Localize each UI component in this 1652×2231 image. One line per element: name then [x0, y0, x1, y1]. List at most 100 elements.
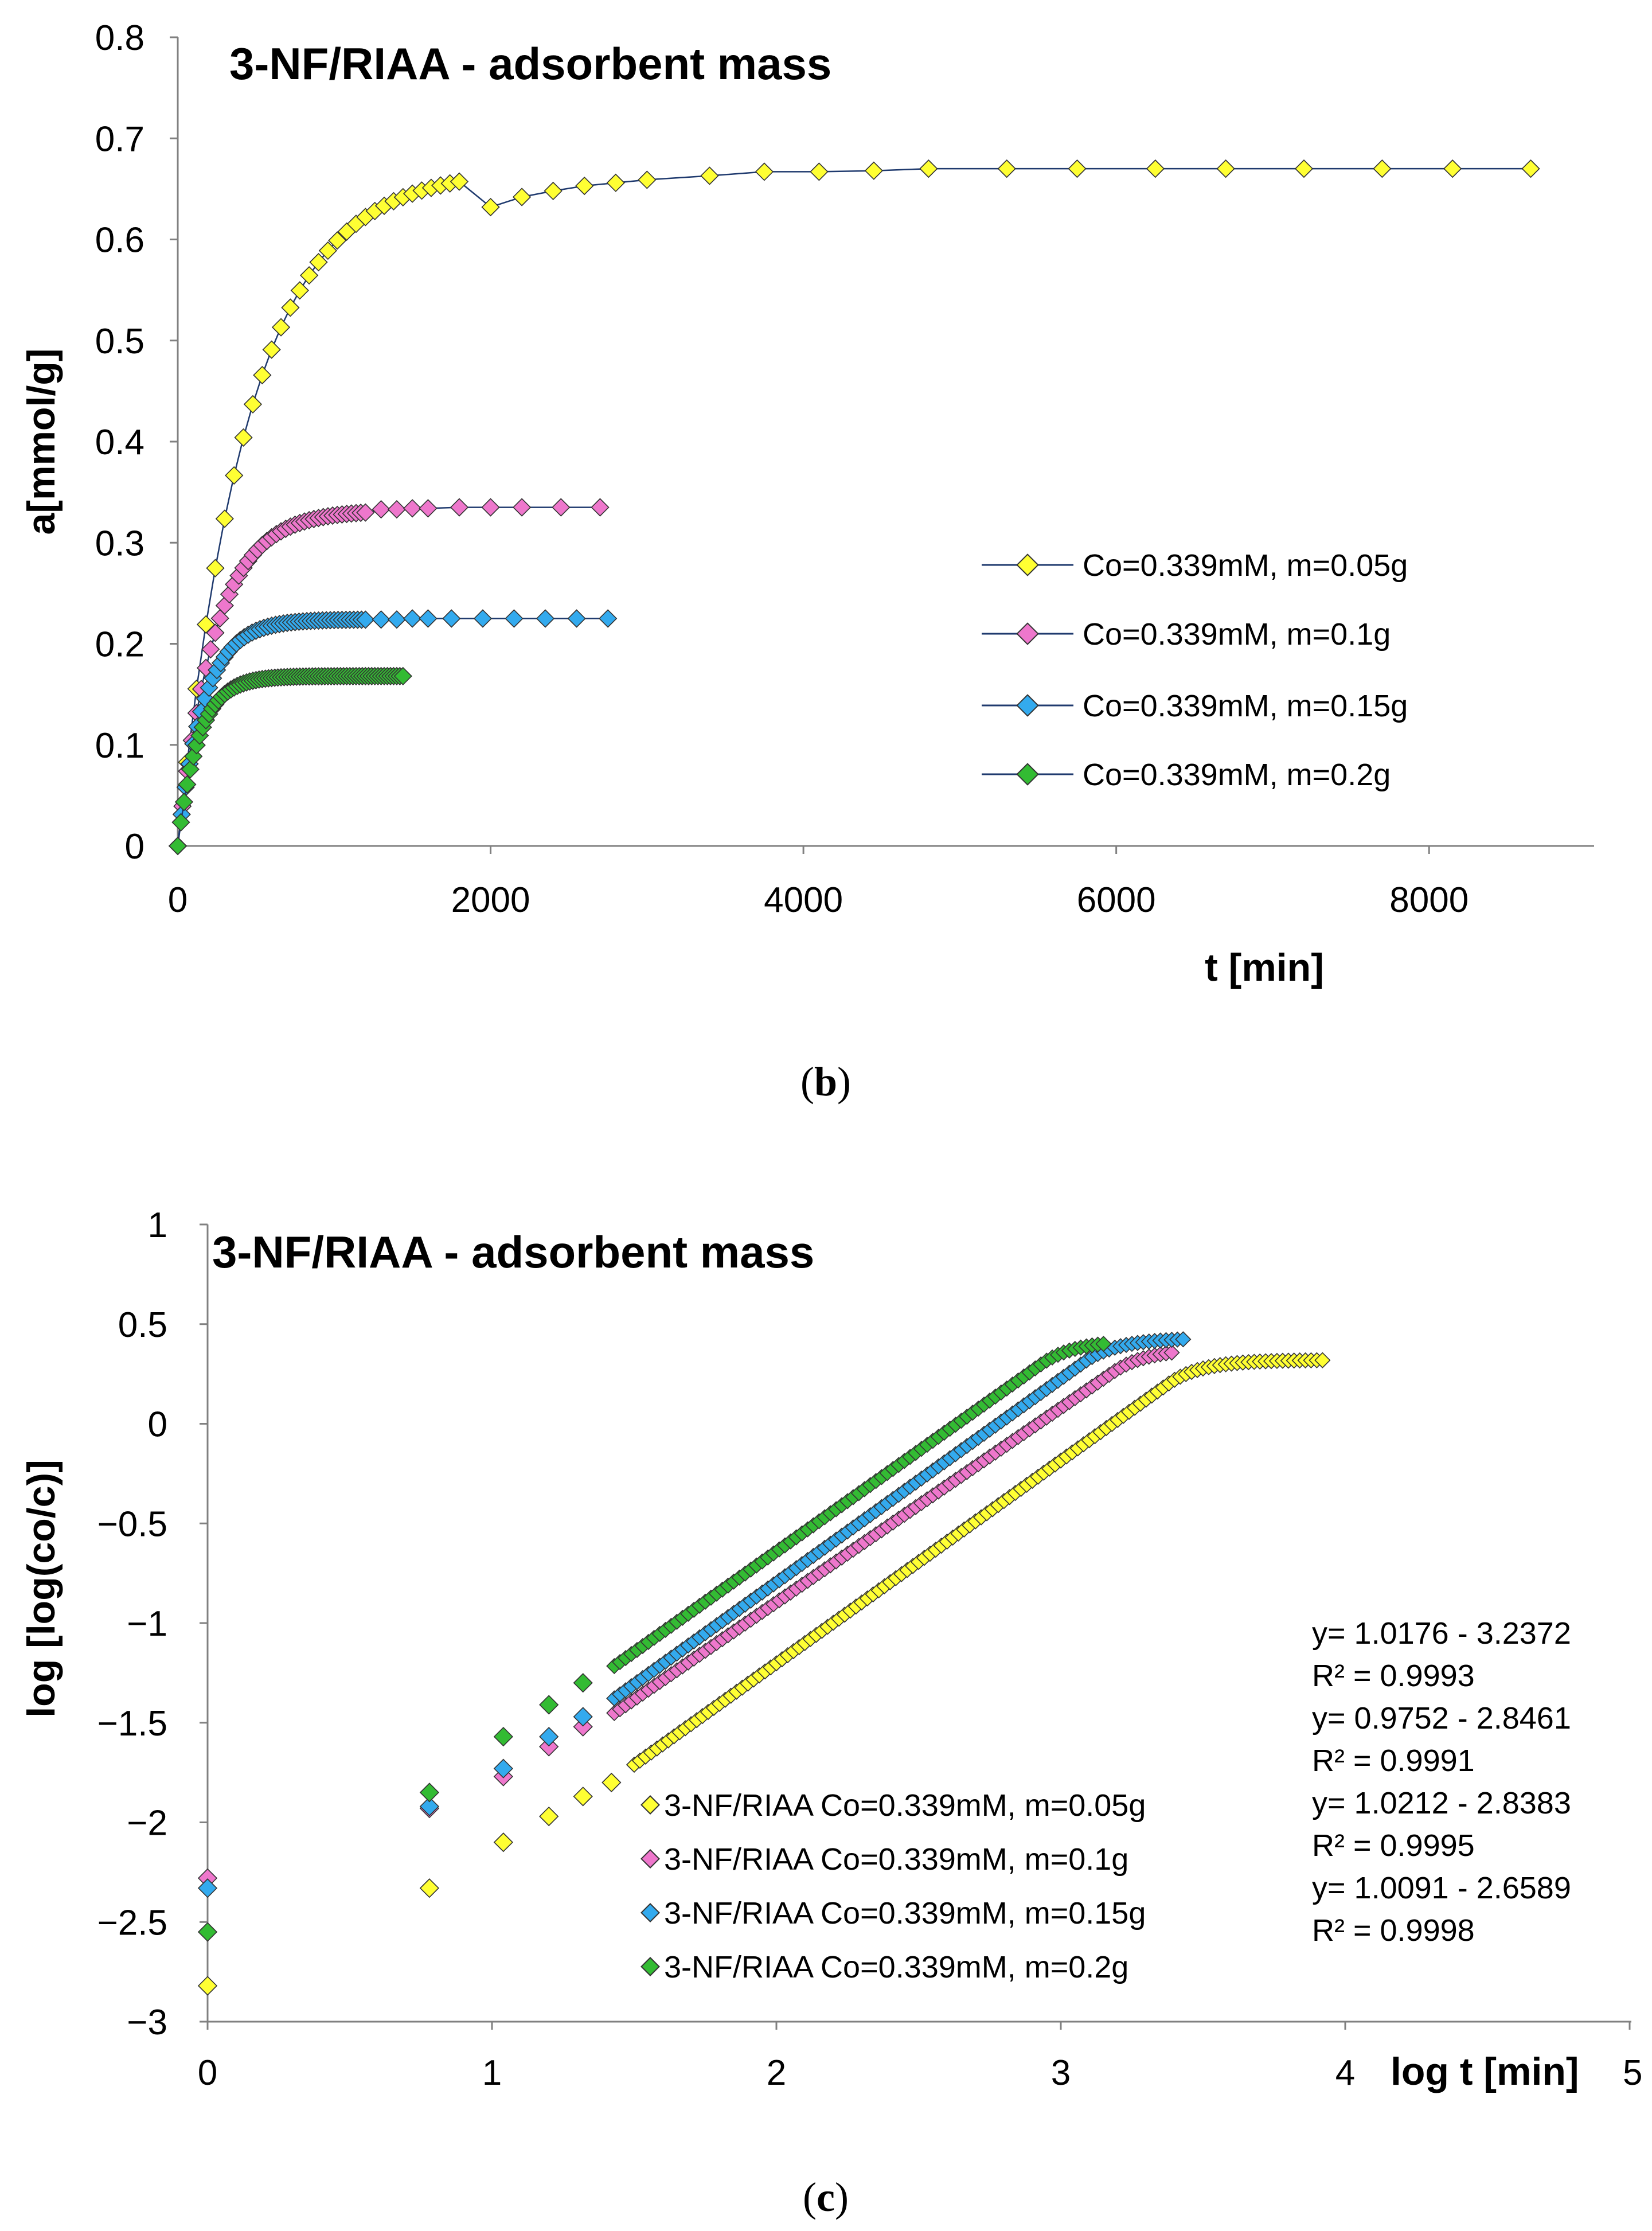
data-point: [552, 498, 571, 517]
legend-marker: [641, 1957, 660, 1976]
y-tick-label: −1.5: [97, 1704, 167, 1744]
data-point: [197, 1922, 218, 1942]
data-point: [206, 559, 225, 578]
data-point: [536, 609, 555, 628]
equation-text: R² = 0.9993: [1312, 1659, 1475, 1693]
equation-text: R² = 0.9995: [1312, 1828, 1475, 1863]
x-tick-label: 2: [767, 2053, 786, 2093]
data-point: [442, 609, 461, 628]
y-tick-label: −1: [127, 1604, 167, 1644]
data-point: [573, 1707, 593, 1727]
y-tick-label: 0.5: [95, 322, 144, 361]
data-point: [1163, 1344, 1180, 1361]
caption-c: (c): [803, 2174, 849, 2220]
data-point: [419, 499, 438, 518]
data-point: [387, 500, 407, 519]
y-tick-label: 0.7: [95, 119, 144, 159]
legend-item: Co=0.339mM, m=0.2g: [982, 758, 1391, 792]
data-point: [539, 1806, 559, 1827]
data-point: [450, 172, 469, 191]
y-tick-label: 1: [148, 1206, 167, 1245]
data-point: [481, 197, 500, 217]
data-point: [864, 161, 883, 180]
data-point: [512, 188, 532, 206]
series-yellow: [197, 1352, 1331, 1996]
data-point: [539, 1695, 559, 1715]
data-point: [328, 231, 347, 250]
data-point: [197, 1878, 218, 1898]
chart-b-y-axis-label: a[mmol/g]: [19, 349, 63, 535]
x-tick-label: 1: [482, 2053, 502, 2093]
y-tick-label: 0.4: [95, 423, 144, 462]
data-point: [1314, 1352, 1331, 1368]
data-point: [201, 639, 220, 659]
y-tick-label: −2.5: [97, 1903, 167, 1943]
data-point: [262, 340, 281, 359]
data-point: [810, 162, 829, 181]
chart-b: 3-NF/RIAA - adsorbent mass 0 0.1 0.2 0.3 0.4…: [19, 18, 1594, 1105]
data-point: [419, 1796, 440, 1816]
data-point: [919, 159, 938, 178]
data-point: [599, 609, 618, 628]
data-point: [493, 1832, 513, 1852]
series-pink: [168, 498, 610, 856]
series-line: [177, 618, 608, 847]
legend-item: Co=0.339mM, m=0.05g: [982, 548, 1408, 583]
legend-marker: [1016, 694, 1039, 717]
data-point: [512, 498, 532, 517]
data-point: [372, 500, 390, 519]
chart-b-title: 3-NF/RIAA - adsorbent mass: [229, 38, 831, 89]
data-point: [206, 623, 225, 642]
y-tick-label: −2: [127, 1804, 167, 1843]
data-point: [178, 775, 197, 794]
data-point: [281, 298, 300, 317]
equation-text: y= 1.0091 - 2.6589: [1312, 1871, 1571, 1905]
data-point: [1068, 159, 1087, 178]
chart-c-equations: y= 1.0176 - 3.2372 R² = 0.9993 y= 0.9752…: [1312, 1616, 1571, 1948]
data-point: [1146, 159, 1165, 178]
equation-text: y= 0.9752 - 2.8461: [1312, 1701, 1571, 1735]
data-point: [997, 159, 1016, 178]
legend-label: 3-NF/RIAA Co=0.339mM, m=0.05g: [664, 1788, 1146, 1823]
y-tick-label: −3: [127, 2003, 167, 2042]
chart-b-x-axis-label: t [min]: [1205, 946, 1324, 989]
data-point: [1175, 1331, 1192, 1348]
series-yellow: [168, 159, 1540, 856]
chart-c: 3-NF/RIAA - adsorbent mass −3 −2.5 −2 −1.5 −…: [19, 1206, 1642, 2220]
legend-marker: [1016, 622, 1039, 645]
legend-marker: [641, 1849, 660, 1869]
data-point: [197, 1976, 218, 1996]
series-pink: [197, 1344, 1180, 1888]
chart-c-legend: 3-NF/RIAA Co=0.339mM, m=0.05g 3-NF/RIAA …: [641, 1788, 1146, 1984]
x-tick-label: 2000: [451, 880, 530, 920]
data-point: [1216, 159, 1235, 178]
data-point: [271, 318, 291, 337]
legend-marker: [641, 1795, 660, 1815]
data-point: [387, 610, 407, 629]
chart-c-title: 3-NF/RIAA - adsorbent mass: [212, 1227, 814, 1277]
data-point: [225, 466, 244, 485]
legend-label: Co=0.339mM, m=0.1g: [1083, 617, 1391, 652]
data-point: [493, 1726, 513, 1747]
data-point: [290, 281, 309, 300]
data-point: [215, 509, 234, 528]
x-tick-label: 4000: [764, 880, 843, 920]
data-point: [700, 166, 719, 185]
data-point: [573, 1787, 593, 1807]
data-point: [356, 610, 375, 629]
legend-item: 3-NF/RIAA Co=0.339mM, m=0.2g: [641, 1950, 1128, 1984]
data-point: [419, 1878, 440, 1898]
chart-c-plot-area: [197, 1331, 1331, 1996]
legend-item: 3-NF/RIAA Co=0.339mM, m=0.15g: [641, 1896, 1146, 1930]
data-point: [573, 1717, 593, 1737]
data-point: [505, 609, 524, 628]
data-point: [372, 610, 390, 629]
series-blue: [197, 1331, 1192, 1898]
chart-b-y-ticks: 0 0.1 0.2 0.3 0.4 0.5 0.6 0.7 0.8: [95, 18, 178, 867]
data-point: [403, 609, 422, 628]
series-blue: [168, 609, 618, 856]
chart-c-x-axis-label: log t [min]: [1391, 2050, 1579, 2093]
data-point: [544, 181, 563, 201]
y-tick-label: 0.3: [95, 524, 144, 563]
